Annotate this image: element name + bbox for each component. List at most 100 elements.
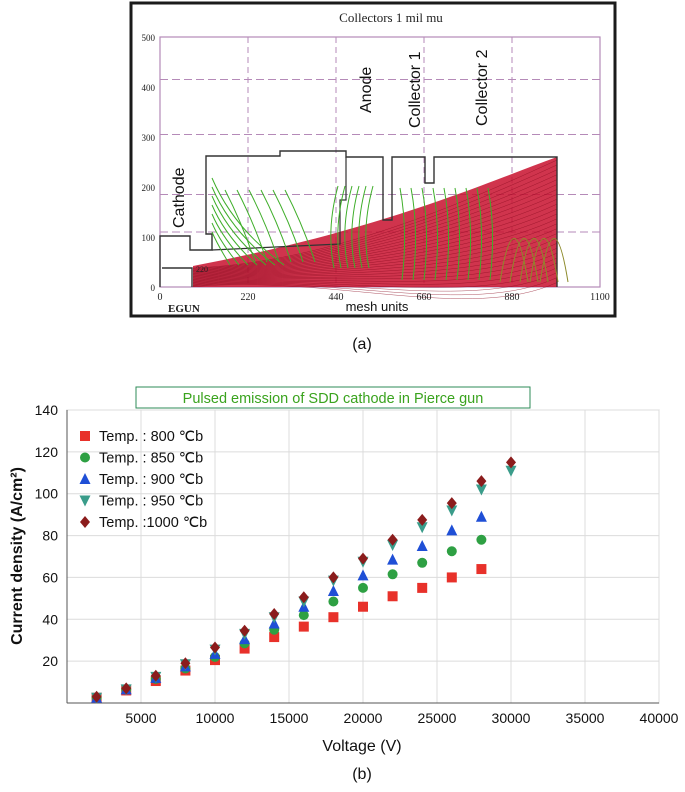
- beam-trajectory: [192, 208, 558, 276]
- beam-trajectory: [192, 213, 558, 277]
- panel-a-y-tick-label: 400: [142, 83, 156, 93]
- equipotential-line: [248, 189, 280, 263]
- panel-a-x-tick-label: 220: [241, 292, 256, 303]
- beam-trajectory: [192, 282, 558, 299]
- beam-trajectory: [192, 277, 558, 296]
- legend-label: Temp. : 950 ℃b: [99, 494, 203, 510]
- panel-a-y-tick-label: 100: [142, 233, 156, 243]
- data-point: [327, 585, 339, 597]
- equipotential-line: [365, 185, 374, 269]
- panel-a-y-tick-label: 0: [151, 283, 156, 293]
- data-point: [387, 569, 398, 580]
- panel-b-chart: 5000 10000 15000 20000 25000 30000 35000 40000 …: [9, 386, 679, 783]
- panel-a-x-tick-labels: 0 220 440 660 880 1100: [158, 292, 610, 303]
- equipotential-line: [284, 189, 316, 263]
- beam-trajectory: [192, 247, 558, 282]
- data-point: [180, 657, 191, 670]
- beam-trajectory: [192, 189, 558, 273]
- electron-beam-trajectories: [192, 159, 558, 299]
- data-point: [416, 522, 428, 534]
- chart-x-tick-label: 10000: [196, 710, 235, 726]
- data-point: [446, 524, 458, 536]
- data-point: [358, 552, 368, 565]
- beam-trajectory: [192, 218, 558, 278]
- equipotential-line: [337, 185, 346, 269]
- data-point: [150, 669, 161, 682]
- equipotential-line: [358, 185, 367, 269]
- panel-a-y-tick-label: 500: [142, 33, 156, 43]
- equipotential-line: [465, 187, 472, 281]
- data-point: [417, 513, 428, 526]
- data-point: [298, 621, 309, 632]
- data-point: [417, 557, 428, 568]
- chart-y-axis-label: Current density (A/cm²): [9, 467, 26, 645]
- data-point: [269, 632, 280, 643]
- chart-y-tick-label: 140: [35, 402, 59, 418]
- panel-a-y-tick-labels: 0 100 200 300 400 500: [142, 33, 156, 293]
- data-point: [416, 540, 428, 552]
- equipotential-line: [399, 187, 406, 281]
- data-point: [358, 601, 368, 612]
- chart-y-tick-label: 120: [35, 444, 59, 460]
- data-point: [475, 510, 487, 522]
- legend-label: Temp. : 850 ℃b: [99, 451, 203, 467]
- data-point: [446, 505, 458, 517]
- data-point: [446, 497, 457, 510]
- panel-a-caption: (a): [352, 336, 372, 353]
- cathode-electrode: [162, 267, 193, 287]
- data-point: [269, 608, 280, 621]
- data-point: [505, 465, 517, 477]
- beam-trajectory: [192, 179, 558, 272]
- data-point: [476, 564, 487, 575]
- data-point: [358, 582, 368, 593]
- equipotential-line: [519, 238, 549, 283]
- chart-x-tick-label: 25000: [418, 710, 457, 726]
- equipotential-line: [529, 238, 559, 283]
- chart-x-tick-label: 15000: [270, 710, 309, 726]
- data-point: [210, 641, 220, 654]
- chart-x-tick-label: 5000: [125, 710, 156, 726]
- panel-a-egun-simulation: Collectors 1 mil mu 0 220 440 660 880 1100 0 1…: [129, 1, 617, 353]
- chart-y-tick-label: 40: [42, 611, 58, 627]
- data-point: [239, 624, 250, 637]
- equipotential-line: [211, 213, 249, 266]
- label-collector-1: Collector 1: [407, 51, 424, 128]
- equipotential-line: [211, 195, 267, 266]
- data-point: [91, 690, 102, 703]
- chart-x-tick-label: 35000: [566, 710, 605, 726]
- label-anode: Anode: [358, 67, 375, 113]
- equipotential-line: [330, 185, 339, 269]
- data-point: [446, 572, 457, 583]
- data-point: [328, 596, 339, 607]
- equipotential-line: [487, 187, 494, 281]
- chart-x-tick-label: 30000: [492, 710, 531, 726]
- chart-x-tick-labels: 5000 10000 15000 20000 25000 30000 35000 40000: [125, 710, 678, 726]
- beam-trajectory: [192, 252, 558, 283]
- data-point: [298, 610, 309, 621]
- equipotential-line: [421, 187, 428, 281]
- beam-trajectory: [192, 267, 558, 288]
- data-point: [328, 571, 339, 584]
- chart-x-axis-label: Voltage (V): [322, 738, 401, 755]
- equipotential-line: [432, 187, 439, 281]
- beam-trajectory: [192, 203, 558, 275]
- panel-a-x-tick-label: 660: [417, 292, 432, 303]
- chart-series-4: [91, 456, 516, 703]
- data-point: [476, 534, 487, 545]
- egun-label: EGUN: [168, 303, 200, 315]
- equipotential-line: [351, 185, 360, 269]
- beam-trajectory: [192, 184, 558, 272]
- beam-trajectory: [192, 164, 558, 269]
- data-point: [357, 569, 369, 581]
- chart-title: Pulsed emission of SDD cathode in Pierce…: [183, 391, 484, 407]
- data-point: [417, 582, 428, 593]
- data-point: [475, 484, 487, 496]
- beam-trajectory: [192, 159, 558, 269]
- beam-trajectory: [192, 233, 558, 280]
- equipotential-line: [344, 185, 353, 269]
- equipotential-line: [224, 189, 256, 263]
- equipotential-line: [410, 187, 417, 281]
- data-point: [476, 475, 487, 488]
- chart-y-tick-labels: 20 40 60 80 100 120 140: [35, 402, 59, 669]
